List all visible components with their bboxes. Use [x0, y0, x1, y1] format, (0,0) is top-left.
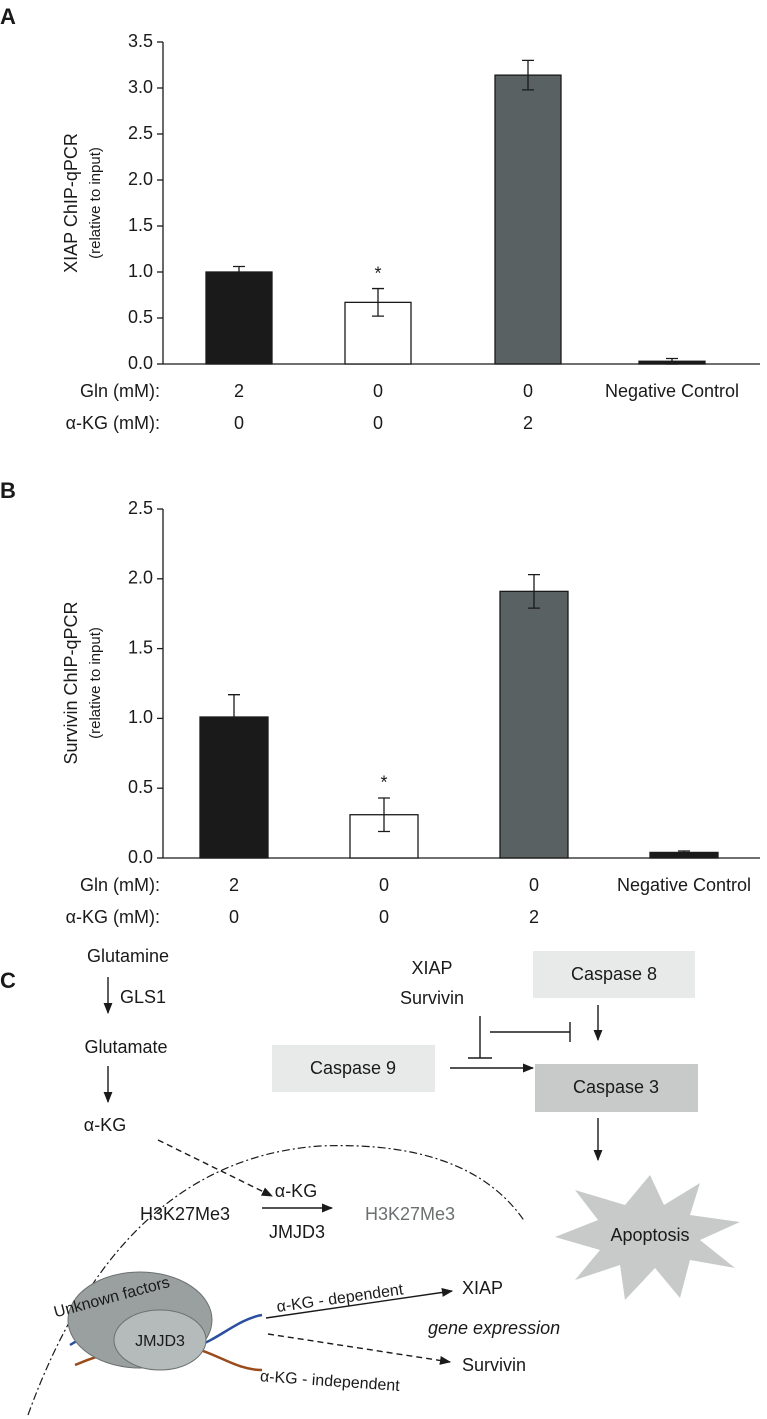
dashed-arrow: [157, 1139, 274, 1197]
x-tick-label: Negative Control: [617, 875, 751, 895]
x-tick-label: Negative Control: [605, 381, 739, 401]
y-tick-label: 0.0: [128, 353, 153, 373]
y-tick-label: 2.5: [128, 123, 153, 143]
node-label: Caspase 3: [573, 1077, 659, 1097]
arrow: [265, 1288, 454, 1319]
y-axis-sublabel: (relative to input): [87, 147, 104, 259]
error-bar: [678, 850, 690, 855]
error-bar: [666, 357, 678, 365]
panel-label: B: [0, 478, 16, 503]
node-label: Apoptosis: [610, 1225, 689, 1245]
bar: [494, 74, 562, 365]
x-tick-label: 0: [523, 381, 533, 401]
row-label: Gln (mM):: [80, 381, 160, 401]
x-tick-label: 0: [379, 875, 389, 895]
x-tick-label: 2: [229, 875, 239, 895]
complex: [113, 1309, 207, 1371]
y-tick-label: 2.0: [128, 568, 153, 588]
node-label: Caspase 9: [310, 1058, 396, 1078]
x-tick-label: 0: [373, 381, 383, 401]
node-label: Survivin: [462, 1355, 526, 1375]
node-label: Glutamine: [87, 946, 169, 966]
node-box: [535, 1064, 698, 1112]
y-axis-label: XIAP ChIP-qPCR: [61, 133, 81, 273]
node-label: H3K27Me3: [365, 1204, 455, 1224]
x-tick-label: 0: [373, 413, 383, 433]
node-label: Glutamate: [84, 1037, 167, 1057]
error-bar: [378, 797, 390, 833]
node-label: XIAP: [411, 958, 452, 978]
node-label: XIAP: [462, 1278, 503, 1298]
node-label: H3K27Me3: [140, 1204, 230, 1224]
y-tick-label: 1.0: [128, 261, 153, 281]
y-tick-label: 2.5: [128, 498, 153, 518]
node-label: Caspase 8: [571, 964, 657, 984]
dashed-arrow: [267, 1333, 452, 1365]
y-tick-label: 1.0: [128, 707, 153, 727]
node-label: Survivin: [400, 988, 464, 1008]
annotation: gene expression: [428, 1318, 560, 1338]
x-tick-label: 0: [379, 907, 389, 927]
inhibition: [468, 1016, 571, 1059]
x-tick-label: 2: [234, 381, 244, 401]
error-bar: [233, 265, 245, 279]
y-tick-label: 1.5: [128, 215, 153, 235]
error-bar: [528, 573, 540, 609]
row-label: Gln (mM):: [80, 875, 160, 895]
x-tick-label: 2: [529, 907, 539, 927]
bar: [499, 590, 569, 859]
cofactor-label: α-KG: [275, 1181, 317, 1201]
node-label: α-KG: [84, 1115, 126, 1135]
significance: *: [380, 773, 387, 793]
y-axis-label: Survivin ChIP-qPCR: [61, 601, 81, 764]
bar: [199, 716, 269, 859]
edge-label: α-KG - dependent: [276, 1281, 405, 1316]
error-bar: [228, 694, 240, 740]
node-box: [272, 1045, 435, 1092]
enzyme-label: GLS1: [120, 987, 166, 1007]
enzyme-label: JMJD3: [269, 1222, 325, 1242]
y-tick-label: 0.5: [128, 777, 153, 797]
y-axis-sublabel: (relative to input): [87, 627, 104, 739]
panel-label: C: [0, 968, 16, 993]
x-tick-label: 0: [234, 413, 244, 433]
edge-label: α-KG - independent: [259, 1368, 400, 1395]
error-bar: [522, 59, 534, 91]
y-tick-label: 3.5: [128, 31, 153, 51]
panel-label: A: [0, 4, 16, 29]
node-box: [533, 951, 695, 998]
error-bar: [372, 287, 384, 317]
y-tick-label: 2.0: [128, 169, 153, 189]
y-tick-label: 0.5: [128, 307, 153, 327]
x-tick-label: 2: [523, 413, 533, 433]
diagram: C Glutamine GLS1 Glutamate α-KG H3K27Me3…: [0, 946, 740, 1416]
significance: *: [374, 263, 381, 283]
burst: [555, 1175, 740, 1300]
y-tick-label: 0.0: [128, 847, 153, 867]
y-tick-label: 3.0: [128, 77, 153, 97]
x-tick-label: 0: [529, 875, 539, 895]
x-tick-label: 0: [229, 907, 239, 927]
row-label: α-KG (mM):: [66, 907, 160, 927]
y-tick-label: 1.5: [128, 637, 153, 657]
complex-label: JMJD3: [135, 1333, 185, 1350]
row-label: α-KG (mM):: [66, 413, 160, 433]
bar: [205, 271, 273, 365]
